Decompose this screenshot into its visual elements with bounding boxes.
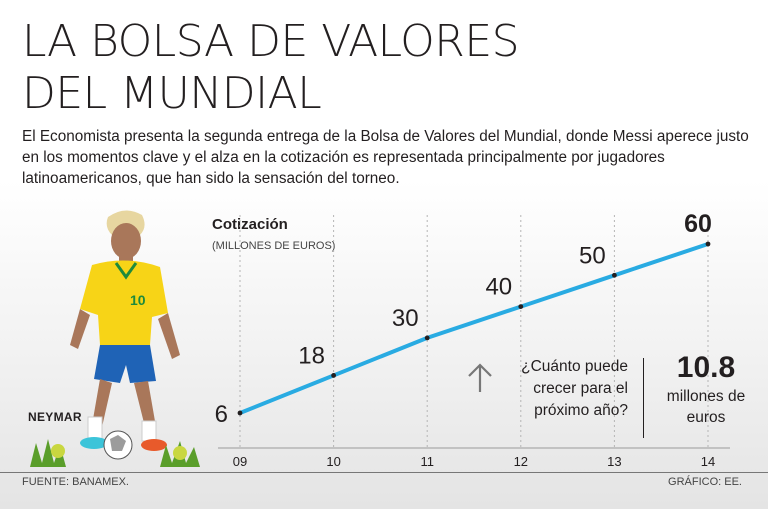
- growth-unit: millones de euros: [666, 388, 746, 426]
- chart-subtitle: (MILLONES DE EUROS): [212, 240, 336, 252]
- data-point-14: [705, 241, 711, 247]
- data-point-12: [518, 304, 524, 309]
- page-title: LA BOLSA DE VALORES DEL MUNDIAL: [22, 16, 622, 120]
- growth-question: ¿Cuánto puede crecer para el próximo año…: [508, 356, 628, 422]
- data-label-10: 18: [298, 342, 325, 369]
- growth-question-text: ¿Cuánto puede crecer para el próximo año…: [521, 358, 628, 419]
- data-point-11: [424, 335, 430, 341]
- arrow-up-icon: [468, 363, 492, 392]
- data-label-11: 30: [392, 305, 419, 332]
- data-point-09: [237, 410, 243, 416]
- callout-divider: [643, 358, 644, 438]
- x-tick-label-09: 09: [233, 454, 247, 469]
- player-illustration: 10: [30, 210, 200, 467]
- footer: FUENTE: BANAMEX. GRÁFICO: EE.: [0, 472, 768, 491]
- source-note: FUENTE: BANAMEX.: [22, 476, 129, 488]
- growth-value: 10.8: [676, 351, 736, 384]
- data-label-09: 6: [215, 401, 228, 428]
- data-label-14: 60: [684, 210, 712, 238]
- x-tick-label-10: 10: [326, 454, 340, 469]
- chart-title: Cotización: [212, 216, 288, 233]
- intro-paragraph: El Economista presenta la segunda entreg…: [22, 128, 749, 187]
- x-tick-label-11: 11: [420, 454, 434, 469]
- data-point-13: [612, 272, 617, 278]
- series-line: [238, 242, 710, 415]
- title-line-2: DEL MUNDIAL: [22, 68, 322, 119]
- x-tick-label-12: 12: [514, 454, 528, 469]
- data-label-13: 50: [579, 242, 606, 269]
- title-line-1: LA BOLSA DE VALORES: [22, 16, 520, 67]
- data-label-12: 40: [485, 274, 512, 301]
- data-point-10: [331, 373, 336, 378]
- x-tick-label-13: 13: [607, 454, 621, 469]
- graphic-credit: GRÁFICO: EE.: [668, 476, 742, 488]
- svg-text:10: 10: [130, 292, 146, 308]
- player-name: NEYMAR: [28, 410, 82, 424]
- chart-heading: Cotización (MILLONES DE EUROS): [212, 216, 335, 252]
- x-tick-label-14: 14: [701, 454, 715, 469]
- growth-value-block: 10.8 millones de euros: [656, 350, 756, 428]
